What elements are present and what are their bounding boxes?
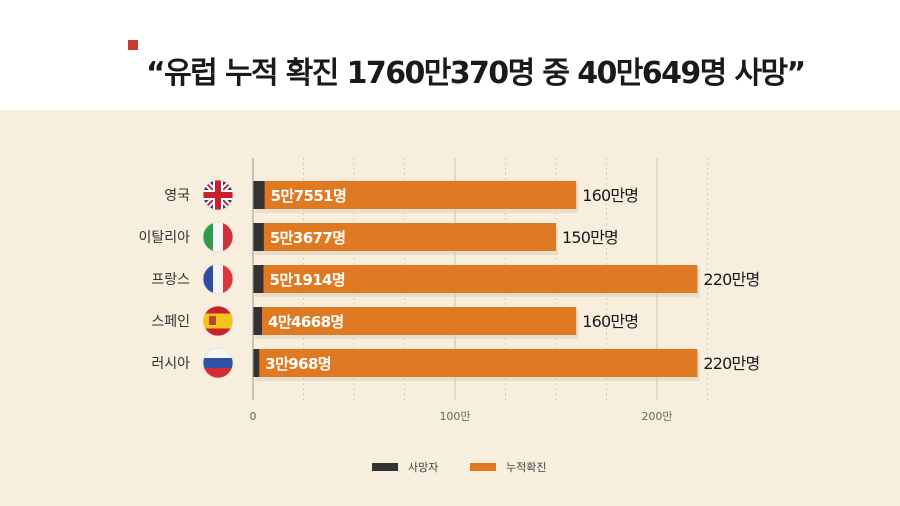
- country-label: 프랑스: [151, 272, 190, 288]
- title-marker: [128, 40, 138, 50]
- cases-value-label: 160만명: [582, 312, 638, 331]
- chart-panel: 0 100만 200만 영국 5만7551명 160만명 이탈리아 5만3677명 150만명 프…: [0, 110, 900, 506]
- italy-flag-icon: [202, 221, 234, 253]
- cases-bar: [253, 307, 577, 335]
- x-tick-label: 100만: [439, 410, 470, 423]
- cases-bar: [253, 181, 577, 209]
- country-label: 영국: [164, 188, 190, 204]
- cases-bar: [253, 265, 698, 293]
- deaths-value-label: 3만968명: [265, 355, 331, 373]
- uk-flag-icon: [202, 179, 234, 211]
- deaths-bar: [253, 349, 260, 377]
- spain-flag-icon: [202, 305, 234, 337]
- deaths-value-label: 5만7551명: [271, 187, 347, 205]
- deaths-value-label: 4만4668명: [268, 313, 344, 331]
- cases-value-label: 160만명: [582, 186, 638, 205]
- country-label: 러시아: [151, 356, 190, 372]
- page-title: “유럽 누적 확진 1760만370명 중 40만649명 사망”: [146, 56, 806, 91]
- cases-value-label: 220만명: [703, 270, 759, 289]
- legend-label-deaths: 사망자: [408, 461, 438, 474]
- x-tick-label: 200만: [641, 410, 672, 423]
- cases-bar: [253, 349, 698, 377]
- cases-bar: [253, 223, 556, 251]
- russia-flag-icon: [202, 347, 234, 379]
- x-tick-label: 0: [250, 410, 257, 423]
- deaths-value-label: 5만3677명: [270, 229, 346, 247]
- legend-swatch-cases: [470, 463, 496, 471]
- header: “유럽 누적 확진 1760만370명 중 40만649명 사망”: [0, 0, 900, 110]
- deaths-bar: [253, 265, 264, 293]
- france-flag-icon: [202, 263, 234, 295]
- country-label: 이탈리아: [138, 230, 190, 246]
- cases-value-label: 220만명: [703, 354, 759, 373]
- deaths-bar: [253, 181, 265, 209]
- country-label: 스페인: [151, 314, 190, 330]
- deaths-value-label: 5만1914명: [269, 271, 345, 289]
- legend-label-cases: 누적확진: [506, 461, 546, 474]
- deaths-bar: [253, 307, 263, 335]
- legend-swatch-deaths: [372, 463, 398, 471]
- cases-value-label: 150만명: [562, 228, 618, 247]
- deaths-bar: [253, 223, 264, 251]
